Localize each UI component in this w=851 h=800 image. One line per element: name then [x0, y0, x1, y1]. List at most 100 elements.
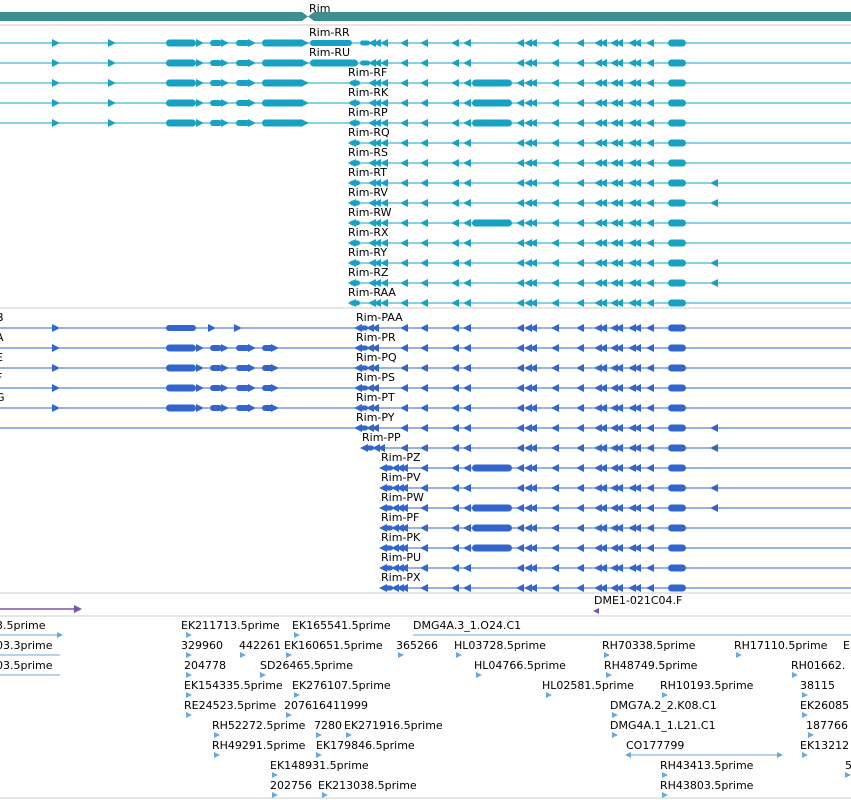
est-label[interactable]: EK160651.5prime — [284, 639, 383, 652]
est-label[interactable]: 7280 — [314, 719, 342, 732]
est-label[interactable]: DMG7A.2_2.K08.C1 — [610, 699, 717, 712]
arrow-left-icon — [615, 504, 623, 512]
est-label[interactable]: EK154335.5prime — [184, 679, 283, 692]
est-label[interactable]: RH17110.5prime — [734, 639, 828, 652]
protein-track-label[interactable]: Rim-PAA — [356, 311, 403, 324]
protein-track-label[interactable]: Rim-PK — [381, 531, 421, 544]
rna-track-label[interactable]: Rim-RT — [348, 166, 387, 179]
est-label[interactable]: HL04766.5prime — [474, 659, 566, 672]
est-label[interactable]: 207616411999 — [284, 699, 368, 712]
protein-track-label[interactable]: Rim-PF — [381, 511, 419, 524]
arrow-left-icon — [524, 159, 532, 167]
est-label[interactable]: RH43413.5prime — [660, 759, 754, 772]
est-label[interactable]: 365266 — [396, 639, 438, 652]
arrow-left-icon — [646, 119, 654, 127]
est-label[interactable]: EK276107.5prime — [292, 679, 391, 692]
rna-track-label[interactable]: Rim-RAA — [348, 286, 396, 299]
est-label[interactable]: 442261 — [239, 639, 281, 652]
arrow-left-icon — [524, 544, 532, 552]
arrow-right-icon — [221, 99, 229, 107]
protein-track-label[interactable]: Rim-PU — [381, 551, 421, 564]
est-label[interactable]: RH49291.5prime — [212, 739, 306, 752]
est-label[interactable]: 202756 — [270, 779, 312, 792]
arrow-left-icon — [529, 139, 537, 147]
est-label[interactable]: RH01662. — [791, 659, 845, 672]
est-label[interactable]: DMG4A.3_1.O24.C1 — [413, 619, 521, 632]
est-label[interactable]: HL02581.5prime — [542, 679, 634, 692]
rna-track-label[interactable]: Rim-RY — [348, 246, 387, 259]
est-arrow-icon — [845, 772, 851, 778]
protein-track-label[interactable]: Rim-PX — [381, 571, 421, 584]
rna-track-label[interactable]: Rim-RW — [348, 206, 392, 219]
est-label[interactable]: HL03728.5prime — [454, 639, 546, 652]
arrow-left-icon — [451, 119, 459, 127]
est-label[interactable]: EK271916.5prime — [344, 719, 443, 732]
arrow-left-icon — [420, 239, 428, 247]
protein-track-label[interactable]: Rim-PY — [356, 411, 395, 424]
est-label[interactable]: CO177799 — [626, 739, 684, 752]
rna-track-label[interactable]: Rim-RU — [309, 46, 350, 59]
arrow-left-icon — [420, 404, 428, 412]
rna-track-label[interactable]: Rim-RZ — [348, 266, 389, 279]
arrow-left-icon — [710, 424, 718, 432]
arrow-left-icon — [599, 324, 607, 332]
est-label[interactable]: 03.3prime — [0, 639, 53, 652]
est-label[interactable]: EK165541.5prime — [292, 619, 391, 632]
rna-track-label[interactable]: Rim-RP — [348, 106, 388, 119]
rna-track-label[interactable]: Rim-RK — [348, 86, 389, 99]
gene-label[interactable]: Rim — [309, 2, 330, 15]
rna-track-label[interactable]: Rim-RV — [348, 186, 388, 199]
est-label[interactable]: SD26465.5prime — [260, 659, 353, 672]
est-label[interactable]: RH43803.5prime — [660, 779, 754, 792]
protein-track-label[interactable]: Rim-PQ — [356, 351, 397, 364]
arrow-left-icon — [633, 259, 641, 267]
protein-track-label-fragment[interactable]: G — [0, 391, 5, 404]
est-label[interactable]: 329960 — [181, 639, 223, 652]
protein-track-label-fragment[interactable]: B — [0, 311, 4, 324]
est-label[interactable]: 187766 — [806, 719, 848, 732]
est-label[interactable]: EK13212 — [800, 739, 849, 752]
est-label[interactable]: RH48749.5prime — [604, 659, 698, 672]
protein-track-label[interactable]: Rim-PT — [356, 391, 395, 404]
feature-label[interactable]: DME1-021C04.F — [594, 594, 682, 607]
rna-track-label[interactable]: Rim-RX — [348, 226, 389, 239]
est-label[interactable]: EK26085 — [800, 699, 849, 712]
est-label[interactable]: 03.5prime — [0, 659, 53, 672]
est-label[interactable]: E — [843, 639, 850, 652]
protein-track-label-fragment[interactable]: A — [0, 331, 4, 344]
est-label[interactable]: EK148931.5prime — [270, 759, 369, 772]
arrow-left-icon — [551, 99, 559, 107]
est-label[interactable]: EK213038.5prime — [318, 779, 417, 792]
est-label[interactable]: EK179846.5prime — [316, 739, 415, 752]
arrow-left-icon — [529, 424, 537, 432]
est-label[interactable]: 5 — [845, 759, 851, 772]
protein-track-label-fragment[interactable]: F — [0, 371, 2, 384]
est-label[interactable]: RE24523.5prime — [184, 699, 276, 712]
est-label[interactable]: 204778 — [184, 659, 226, 672]
rna-track-label[interactable]: Rim-RQ — [348, 126, 390, 139]
rna-track-label[interactable]: Rim-RR — [309, 26, 350, 39]
arrow-right-icon — [52, 79, 60, 87]
protein-track-label-fragment[interactable]: E — [0, 351, 3, 364]
arrow-left-icon — [615, 199, 623, 207]
est-label[interactable]: RH10193.5prime — [660, 679, 754, 692]
est-label[interactable]: DMG4A.1_1.L21.C1 — [610, 719, 716, 732]
est-label[interactable]: RH52272.5prime — [212, 719, 306, 732]
protein-track-label[interactable]: Rim-PZ — [381, 451, 421, 464]
arrow-left-icon — [451, 424, 459, 432]
exon-block — [360, 40, 370, 46]
protein-track-label[interactable]: Rim-PR — [356, 331, 396, 344]
est-label[interactable]: 3.5prime — [0, 619, 46, 632]
est-label[interactable]: RH70338.5prime — [602, 639, 696, 652]
rna-track-label[interactable]: Rim-RF — [348, 66, 387, 79]
protein-track-label[interactable]: Rim-PP — [362, 431, 401, 444]
arrow-left-icon — [610, 404, 618, 412]
est-label[interactable]: 38115 — [800, 679, 835, 692]
protein-track-label[interactable]: Rim-PW — [381, 491, 424, 504]
rna-track-label[interactable]: Rim-RS — [348, 146, 388, 159]
arrow-left-icon — [599, 39, 607, 47]
est-label[interactable]: EK211713.5prime — [181, 619, 280, 632]
exon-block — [668, 59, 686, 67]
protein-track-label[interactable]: Rim-PV — [381, 471, 421, 484]
protein-track-label[interactable]: Rim-PS — [356, 371, 395, 384]
